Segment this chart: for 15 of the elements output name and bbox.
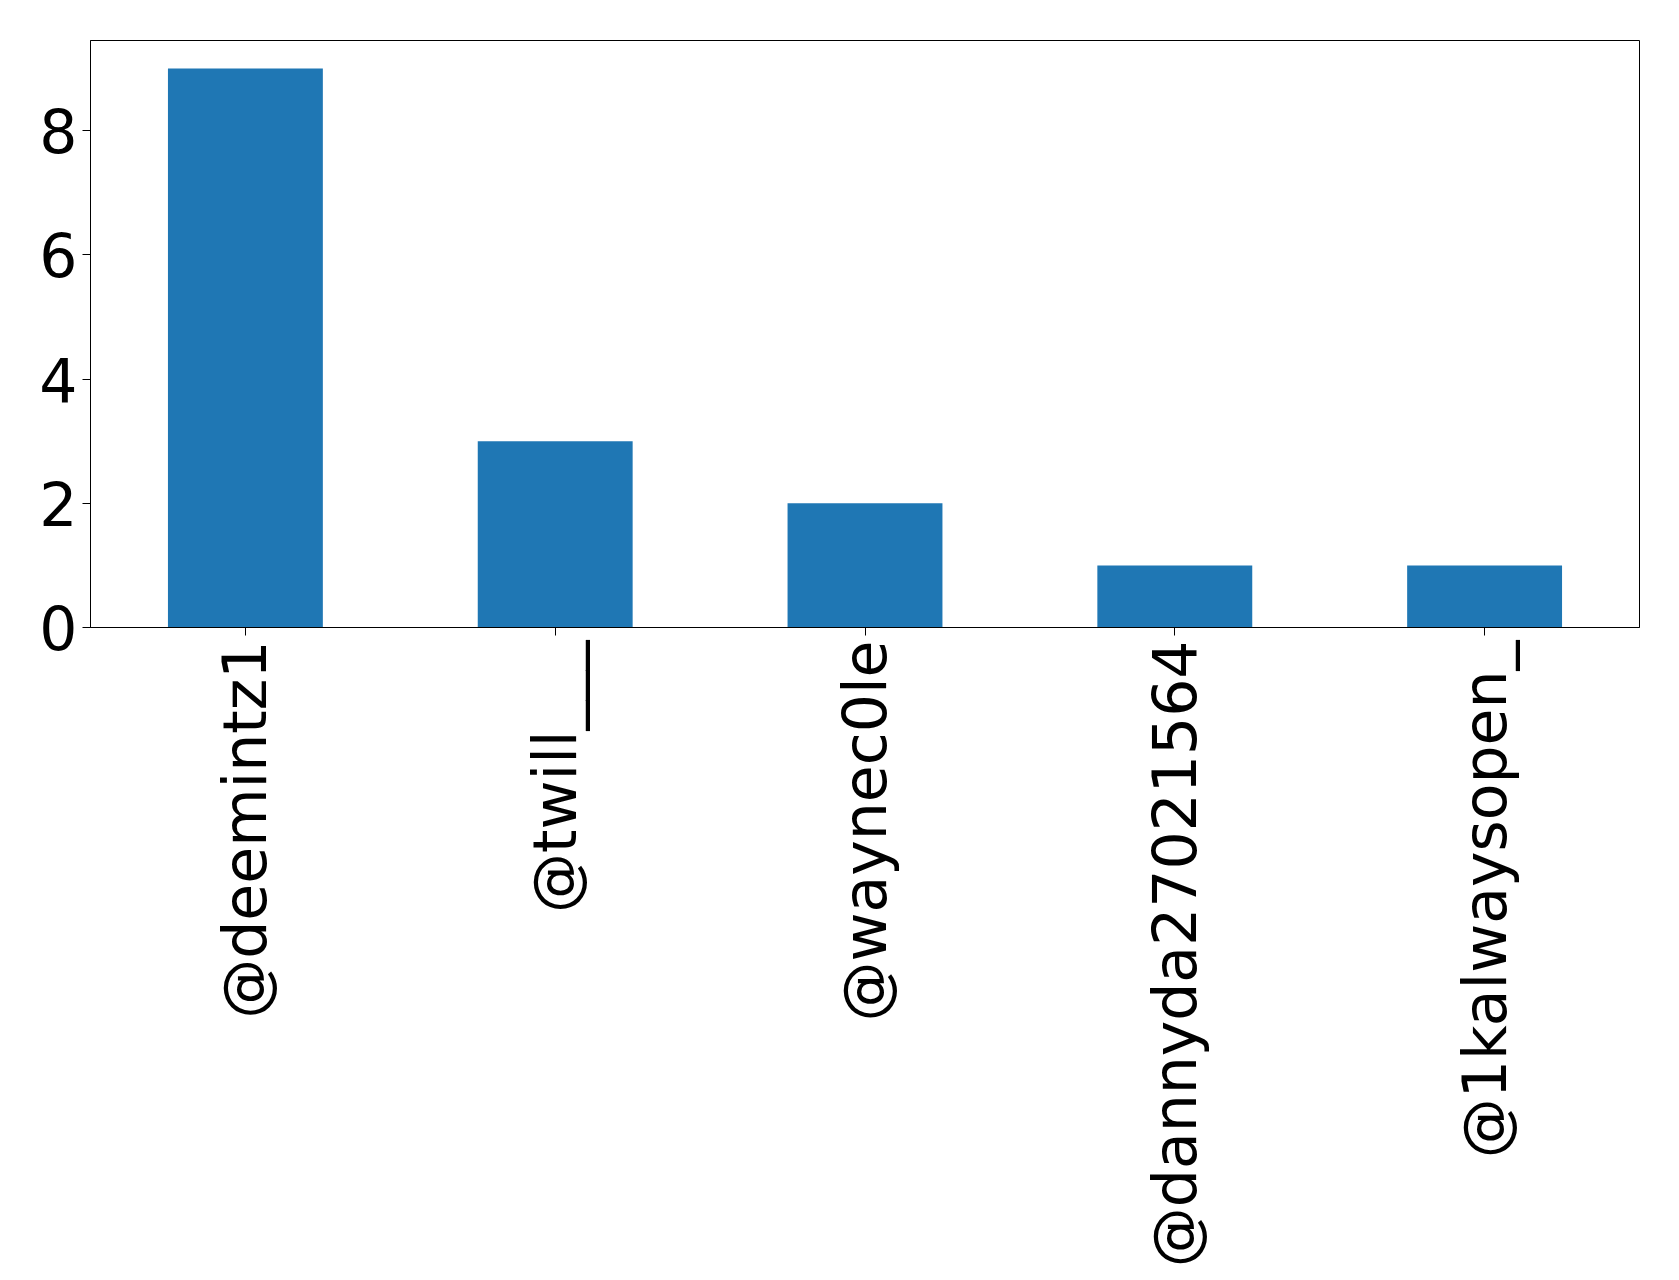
bar bbox=[787, 503, 943, 628]
bar bbox=[1407, 565, 1563, 628]
bar bbox=[167, 68, 323, 628]
x-tick-label: @twill___ bbox=[520, 639, 591, 914]
x-tick-label: @deemintz1 bbox=[210, 640, 281, 1019]
y-tick-label: 4 bbox=[39, 345, 78, 416]
y-tick-label: 2 bbox=[39, 469, 78, 540]
x-tick-label: @dannyda27021564 bbox=[1139, 640, 1210, 1268]
y-tick-label: 6 bbox=[39, 221, 78, 292]
y-tick-label: 8 bbox=[39, 97, 78, 168]
x-tick-label: @waynec0le bbox=[830, 640, 900, 1022]
x-tick-label: @1kalwaysopen_ bbox=[1449, 639, 1520, 1159]
bar bbox=[1097, 565, 1253, 628]
bar bbox=[477, 441, 633, 628]
y-tick-label: 0 bbox=[39, 594, 78, 664]
